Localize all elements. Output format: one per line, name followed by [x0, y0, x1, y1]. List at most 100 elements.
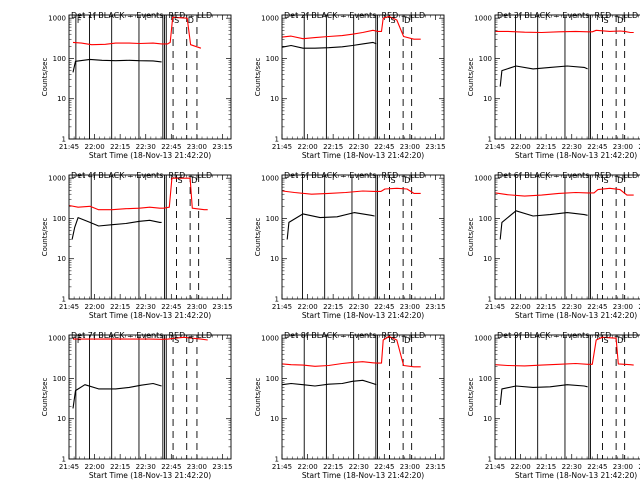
y-tick-label: 100: [479, 375, 492, 383]
x-tick-label: 22:30: [562, 303, 582, 311]
x-tick-label: 22:45: [374, 303, 394, 311]
x-tick-label: 22:15: [323, 303, 343, 311]
lld-series-line: [282, 187, 421, 195]
x-tick-label: 22:30: [562, 143, 582, 151]
panel-det-8: Det 8f BLACK = Events, RED = LLD Counts/s…: [254, 331, 446, 480]
marker-label: D: [404, 176, 410, 185]
plot-frame: [68, 14, 232, 140]
y-tick-label: 100: [266, 375, 279, 383]
marker-label: D: [404, 336, 410, 345]
y-tick-label: 10: [483, 255, 492, 263]
lld-series-line: [72, 16, 202, 49]
x-tick-label: 22:45: [587, 463, 607, 471]
x-tick-label: 22:00: [84, 303, 104, 311]
x-tick-label: 22:00: [297, 463, 317, 471]
x-tick-label: 22:15: [110, 143, 130, 151]
plot-frame: [281, 14, 445, 140]
marker-label: S: [390, 336, 395, 345]
panel-det-7: Det 7f BLACK = Events, RED = LLD Counts/s…: [41, 331, 233, 480]
x-tick-label: 22:00: [510, 463, 530, 471]
plot-frame: [494, 334, 640, 460]
x-tick-label: 22:30: [349, 143, 369, 151]
marker-label: D: [191, 176, 197, 185]
events-series-line: [499, 65, 588, 87]
x-tick-label: 23:00: [400, 143, 420, 151]
x-tick-label: 23:00: [613, 463, 633, 471]
x-tick-label: 21:45: [485, 463, 505, 471]
x-tick-label: 23:00: [187, 303, 207, 311]
y-tick-label: 10: [483, 95, 492, 103]
y-tick-label: 1000: [48, 175, 66, 183]
x-axis-label: Start Time (18-Nov-13 21:42:20): [302, 471, 424, 480]
x-tick-label: 23:15: [425, 303, 445, 311]
plot-frame: [281, 334, 445, 460]
y-tick-label: 1000: [261, 335, 279, 343]
lld-series-line: [495, 187, 634, 197]
marker-label: S: [174, 16, 179, 25]
marker-label: S: [390, 16, 395, 25]
x-tick-label: 22:30: [349, 303, 369, 311]
x-tick-label: 22:45: [587, 303, 607, 311]
x-tick-label: 22:45: [374, 463, 394, 471]
x-tick-label: 21:45: [272, 143, 292, 151]
x-tick-label: 21:45: [485, 303, 505, 311]
events-series-line: [71, 217, 162, 240]
x-axis-label: Start Time (18-Nov-13 21:42:20): [302, 311, 424, 320]
marker-label: D: [617, 336, 623, 345]
y-tick-label: 10: [57, 255, 66, 263]
x-axis-label: Start Time (18-Nov-13 21:42:20): [302, 151, 424, 160]
marker-label: F: [77, 336, 82, 345]
marker-label: S: [603, 16, 608, 25]
lld-series-line: [73, 336, 208, 341]
marker-label: F: [77, 16, 82, 25]
panel-det-1: Det 1f BLACK = Events, RED = LLD Counts/s…: [41, 11, 233, 160]
y-axis-label: Counts/sec: [41, 58, 49, 97]
lld-series-line: [282, 335, 421, 368]
x-tick-label: 22:15: [323, 143, 343, 151]
lld-series-line: [69, 177, 208, 211]
y-axis-label: Counts/sec: [467, 58, 475, 97]
marker-label: D: [617, 16, 623, 25]
marker-label: S: [174, 336, 179, 345]
panel-det-2: Det 2f BLACK = Events, RED = LLD Counts/s…: [254, 11, 446, 160]
x-tick-label: 22:00: [84, 463, 104, 471]
y-tick-label: 1: [488, 456, 492, 464]
plot-frame: [68, 174, 232, 300]
events-series-line: [499, 384, 588, 405]
x-tick-label: 22:30: [136, 303, 156, 311]
y-axis-label: Counts/sec: [41, 378, 49, 417]
lld-series-line: [495, 29, 634, 34]
y-axis-label: Counts/sec: [467, 378, 475, 417]
panel-title: Det 1f BLACK = Events, RED = LLD: [71, 11, 212, 20]
x-tick-label: 22:45: [587, 143, 607, 151]
x-tick-label: 22:15: [536, 303, 556, 311]
x-axis-label: Start Time (18-Nov-13 21:42:20): [89, 151, 211, 160]
x-tick-label: 23:00: [400, 303, 420, 311]
x-axis-label: Start Time (18-Nov-13 21:42:20): [515, 311, 637, 320]
panel-det-6: Det 6f BLACK = Events, RED = LLD Counts/s…: [467, 171, 640, 320]
x-tick-label: 23:15: [212, 143, 232, 151]
y-tick-label: 1: [488, 296, 492, 304]
panel-title: Det 9f BLACK = Events, RED = LLD: [497, 331, 638, 340]
panel-det-9: Det 9f BLACK = Events, RED = LLD Counts/s…: [467, 331, 640, 480]
x-tick-label: 22:30: [136, 143, 156, 151]
y-tick-label: 1000: [474, 15, 492, 23]
y-tick-label: 1: [62, 136, 66, 144]
y-tick-label: 1: [275, 136, 279, 144]
panel-title: Det 5f BLACK = Events, RED = LLD: [284, 171, 425, 180]
y-tick-label: 1: [62, 456, 66, 464]
y-tick-label: 100: [266, 215, 279, 223]
y-tick-label: 100: [53, 55, 66, 63]
panel-title: Det 2f BLACK = Events, RED = LLD: [284, 11, 425, 20]
y-tick-label: 1: [62, 296, 66, 304]
x-tick-label: 22:15: [323, 463, 343, 471]
events-series-line: [72, 58, 162, 73]
y-tick-label: 1000: [261, 15, 279, 23]
x-tick-label: 22:00: [297, 143, 317, 151]
x-tick-label: 22:15: [536, 463, 556, 471]
y-tick-label: 100: [53, 375, 66, 383]
x-tick-label: 21:45: [272, 463, 292, 471]
plot-frame: [281, 174, 445, 300]
y-axis-label: Counts/sec: [254, 58, 262, 97]
